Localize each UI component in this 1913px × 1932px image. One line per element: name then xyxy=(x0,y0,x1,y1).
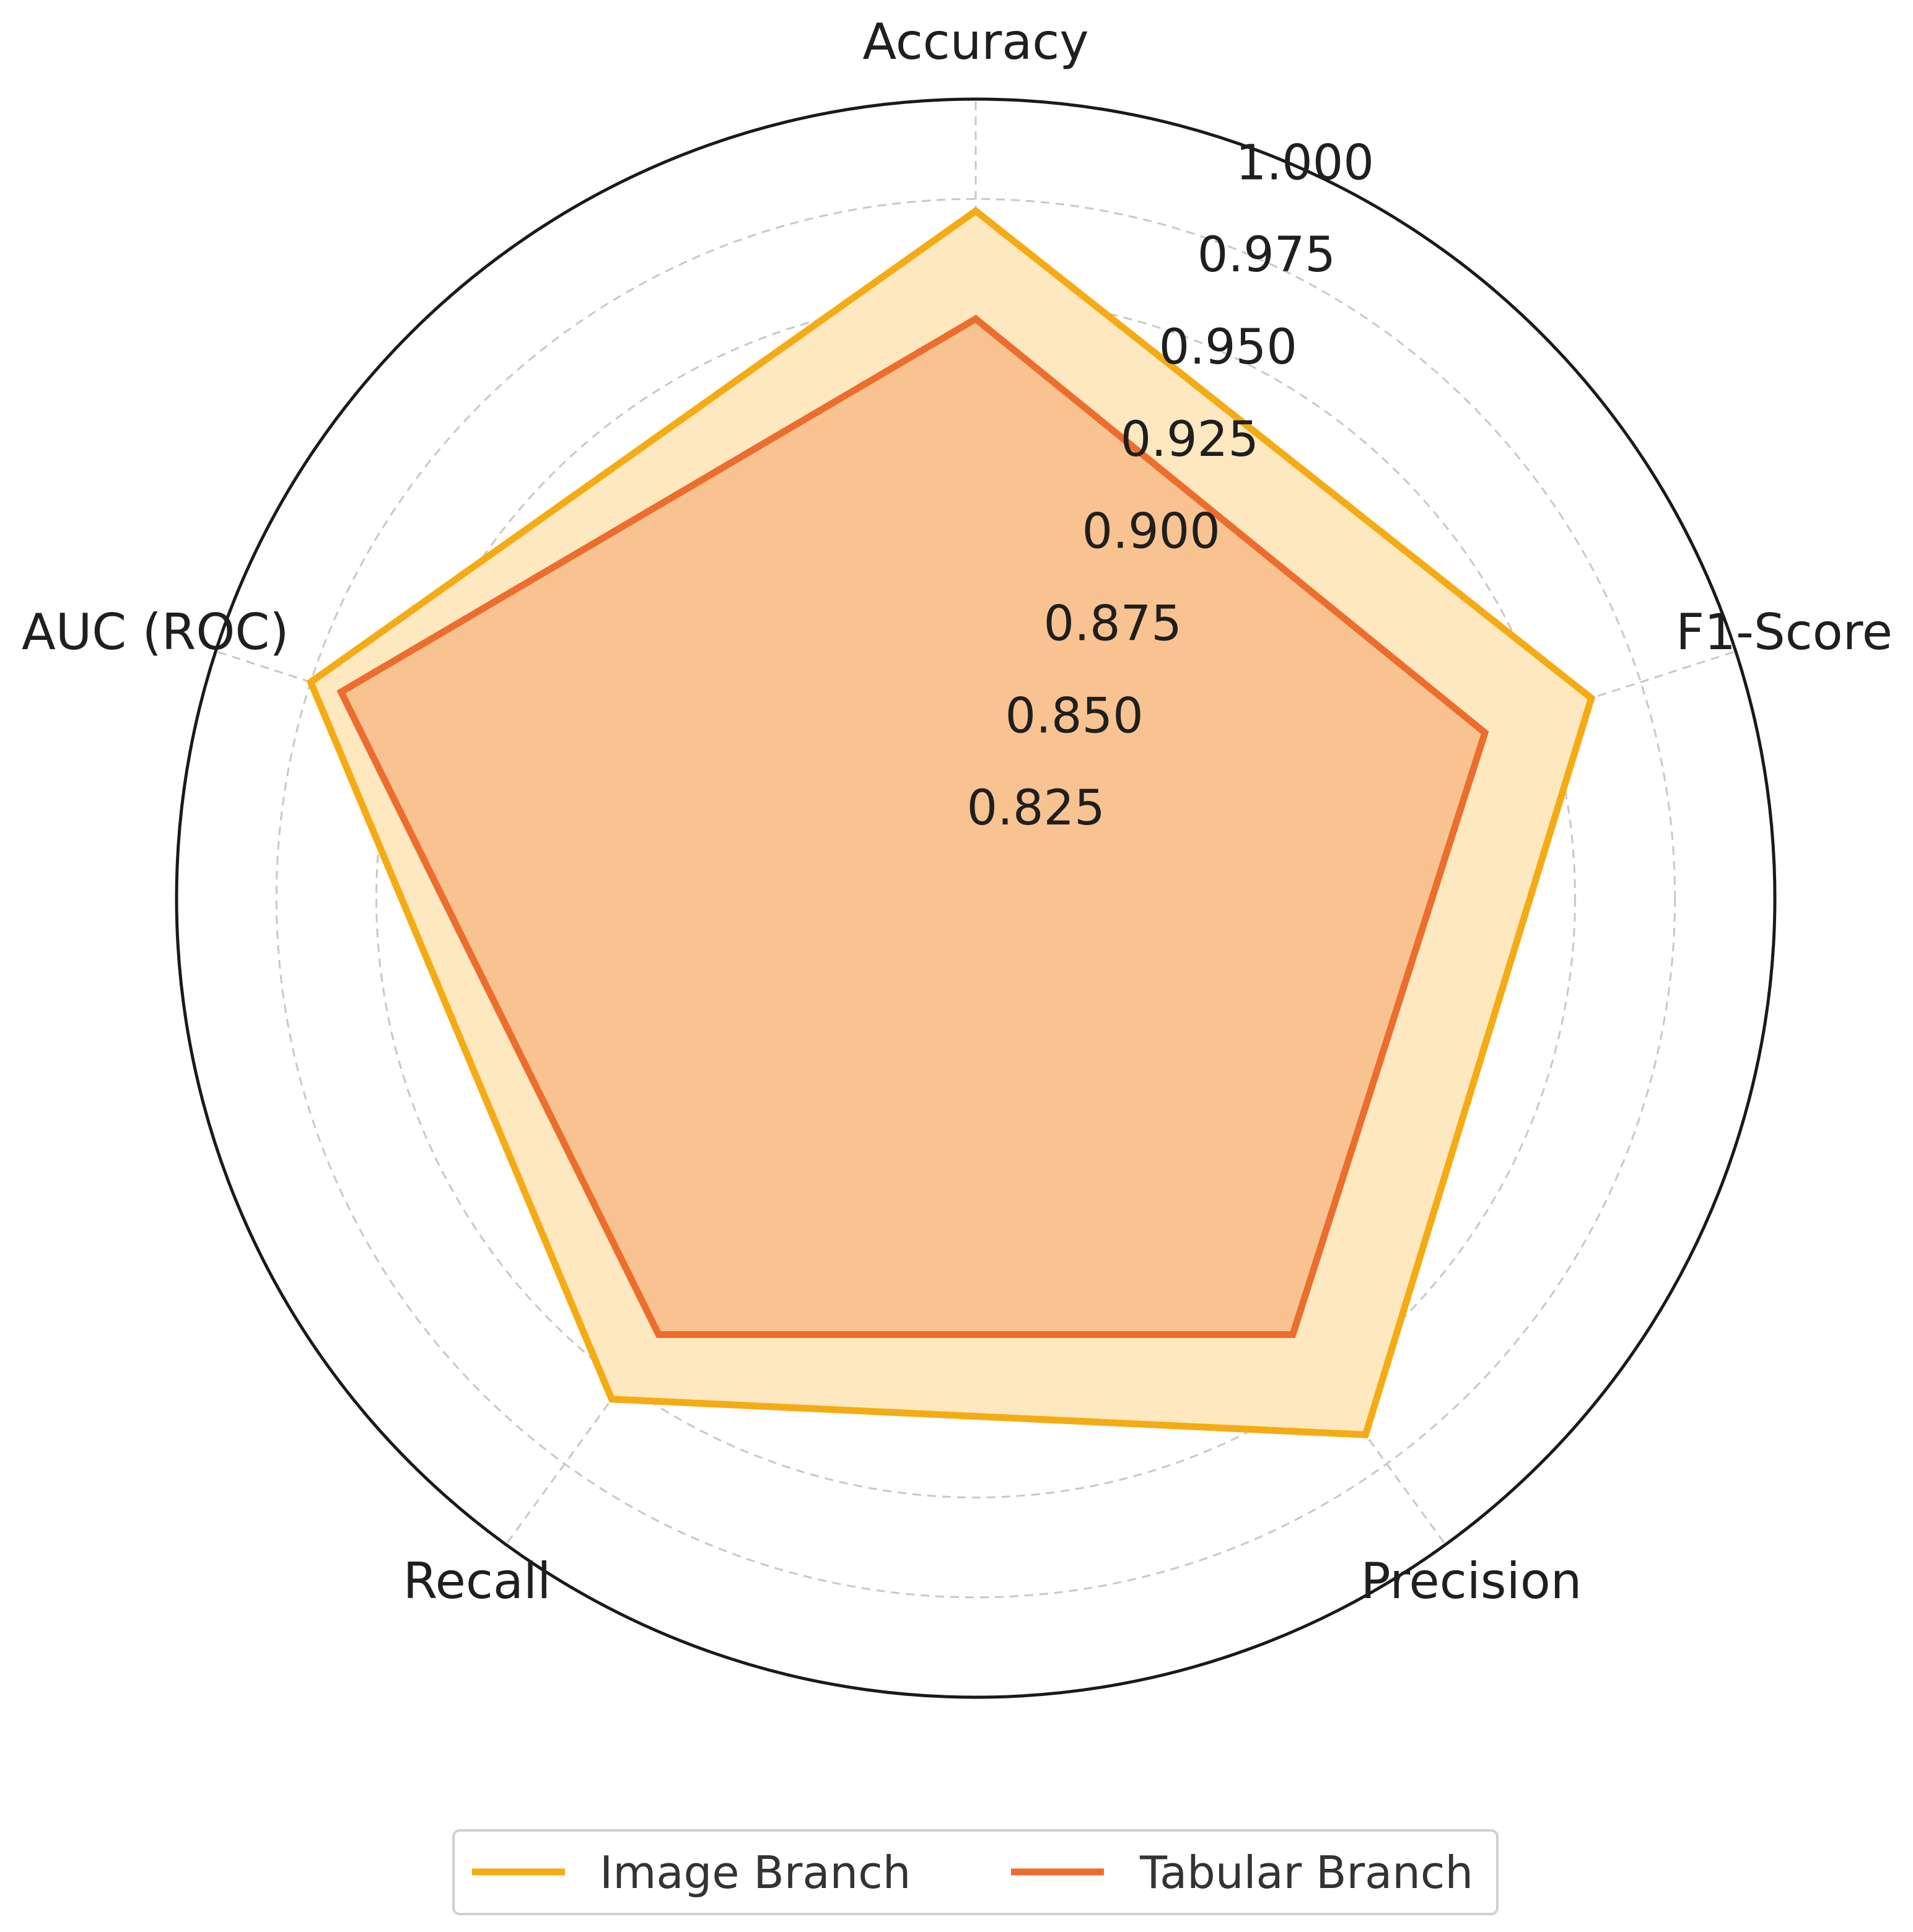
series-point-0-1 xyxy=(1591,697,1592,699)
r-tick-label: 0.875 xyxy=(1044,597,1182,652)
legend-label-0: Image Branch xyxy=(600,1847,911,1899)
r-tick-label: 0.950 xyxy=(1159,320,1297,375)
radial-tick-labels: 0.825 0.850 0.875 0.900 0.925 0.950 0.975 1.000 xyxy=(966,135,1374,836)
series-point-0-4 xyxy=(310,681,312,683)
series-point-0-0 xyxy=(975,211,976,212)
axis-label: AUC (ROC) xyxy=(22,603,289,661)
r-tick-label: 0.850 xyxy=(1005,688,1143,744)
series-point-1-3 xyxy=(658,1334,659,1335)
axis-label: Recall xyxy=(403,1552,551,1610)
series-point-1-2 xyxy=(1292,1334,1294,1335)
grid-circle xyxy=(275,198,1676,1599)
series-point-1-1 xyxy=(1484,732,1486,733)
series-point-0-2 xyxy=(1365,1434,1366,1435)
series-point-0-3 xyxy=(611,1399,612,1400)
series-line-0 xyxy=(306,206,1596,1438)
series-line-1 xyxy=(336,315,1489,1338)
series-point-1-0 xyxy=(975,318,976,320)
radar-series xyxy=(306,206,1596,1438)
r-tick-label: 0.925 xyxy=(1121,412,1259,468)
series-area-1 xyxy=(341,318,1485,1335)
r-tick-label: 0.975 xyxy=(1197,227,1336,283)
legend: Image Branch Tabular Branch xyxy=(452,1829,1499,1915)
outer-frame xyxy=(175,97,1777,1699)
legend-label-1: Tabular Branch xyxy=(1139,1847,1473,1899)
legend-box xyxy=(452,1829,1499,1915)
grid-circle xyxy=(375,298,1576,1498)
radar-frame xyxy=(175,97,1777,1699)
axis-labels: Accuracy F1-Score Precision Recall AUC (ROC) xyxy=(22,13,1893,1610)
axis-label: Precision xyxy=(1361,1552,1582,1610)
r-tick-label: 0.825 xyxy=(966,780,1105,836)
axis-label: F1-Score xyxy=(1676,603,1893,661)
series-point-1-4 xyxy=(341,691,342,693)
r-tick-label: 0.900 xyxy=(1082,504,1220,560)
r-tick-label: 1.000 xyxy=(1236,135,1374,191)
axis-label: Accuracy xyxy=(862,13,1088,71)
